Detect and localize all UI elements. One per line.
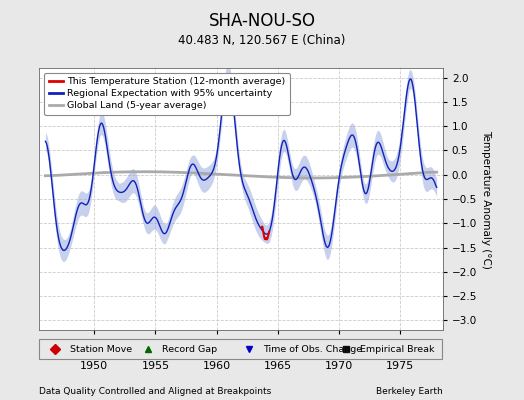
Text: Time of Obs. Change: Time of Obs. Change xyxy=(263,344,363,354)
Text: SHA-NOU-SO: SHA-NOU-SO xyxy=(209,12,315,30)
Text: Berkeley Earth: Berkeley Earth xyxy=(376,387,443,396)
Y-axis label: Temperature Anomaly (°C): Temperature Anomaly (°C) xyxy=(481,130,491,268)
Text: 1970: 1970 xyxy=(325,361,353,371)
Legend: This Temperature Station (12-month average), Regional Expectation with 95% uncer: This Temperature Station (12-month avera… xyxy=(44,73,290,115)
Text: 1955: 1955 xyxy=(141,361,170,371)
Text: Data Quality Controlled and Aligned at Breakpoints: Data Quality Controlled and Aligned at B… xyxy=(39,387,271,396)
Text: Station Move: Station Move xyxy=(70,344,132,354)
Text: 1965: 1965 xyxy=(264,361,292,371)
Text: 1950: 1950 xyxy=(80,361,108,371)
Text: 40.483 N, 120.567 E (China): 40.483 N, 120.567 E (China) xyxy=(178,34,346,47)
Text: 1975: 1975 xyxy=(386,361,414,371)
Text: 1960: 1960 xyxy=(202,361,231,371)
Text: Empirical Break: Empirical Break xyxy=(360,344,434,354)
Text: Record Gap: Record Gap xyxy=(162,344,217,354)
